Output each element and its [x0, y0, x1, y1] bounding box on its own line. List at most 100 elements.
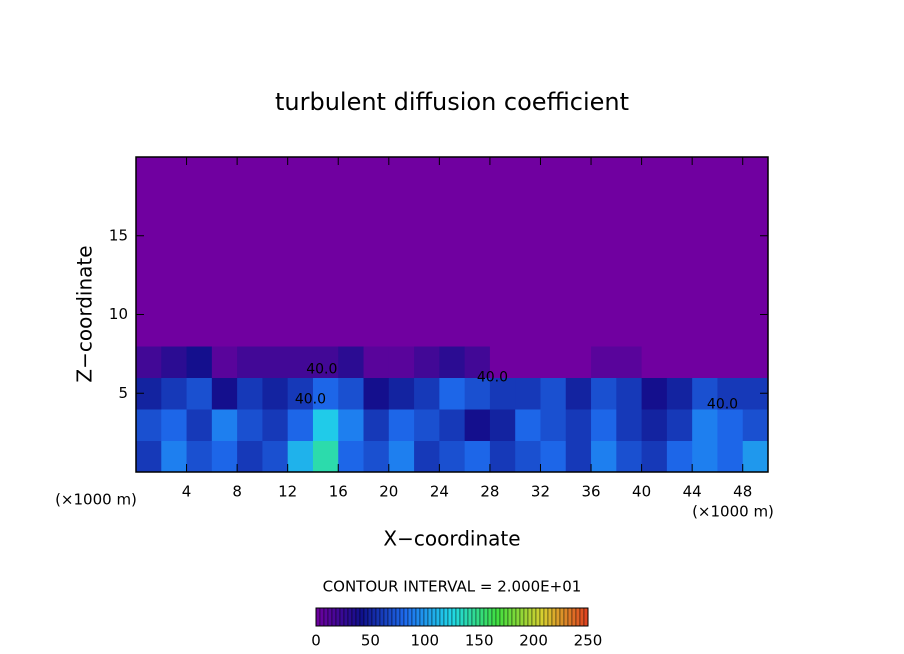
field-cell: [489, 440, 516, 473]
colorbar-frame: [315, 607, 589, 627]
field-cell: [692, 251, 718, 284]
field-cell: [186, 283, 213, 315]
field-cell: [237, 157, 263, 189]
field-cell: [388, 188, 415, 221]
field-cell: [262, 314, 289, 347]
field-cell: [666, 346, 693, 378]
field-cell: [439, 251, 466, 284]
x-tick-label: 40: [632, 483, 651, 501]
field-cell: [515, 188, 541, 221]
field-cell: [540, 157, 567, 189]
field-cell: [641, 314, 668, 347]
field-cell: [136, 188, 162, 221]
colorbar-swatch: [395, 607, 401, 627]
field-cell: [692, 157, 718, 189]
colorbar-tick-label: 250: [574, 632, 603, 650]
colorbar-swatch: [535, 607, 541, 627]
field-cell: [742, 346, 769, 378]
colorbar-swatch: [323, 607, 329, 627]
field-cell: [136, 157, 162, 189]
field-cell: [666, 251, 693, 284]
field-cell: [186, 377, 213, 410]
field-cell: [489, 251, 516, 284]
field-cell: [312, 440, 339, 473]
field-cell: [414, 346, 440, 378]
field-cell: [717, 283, 744, 315]
field-cell: [287, 440, 314, 473]
field-cell: [692, 314, 718, 347]
x-unit-label: (×1000 m): [692, 503, 774, 521]
colorbar-swatch: [547, 607, 553, 627]
colorbar-swatch: [415, 607, 421, 627]
field-cell: [489, 157, 516, 189]
field-cell: [414, 440, 440, 473]
field-cell: [616, 314, 643, 347]
colorbar-swatch: [567, 607, 573, 627]
y-tick-label: 10: [109, 305, 128, 323]
colorbar-swatch: [347, 607, 353, 627]
x-tick-label: 32: [531, 483, 550, 501]
field-cell: [464, 220, 491, 252]
field-cell: [312, 251, 339, 284]
field-cell: [186, 157, 213, 189]
field-cell: [186, 188, 213, 221]
y-tick-label: 15: [109, 226, 128, 244]
field-cell: [363, 377, 390, 410]
field-cell: [540, 440, 567, 473]
field-cell: [186, 220, 213, 252]
field-cell: [262, 157, 289, 189]
field-cell: [616, 283, 643, 315]
field-cell: [388, 346, 415, 378]
field-cell: [641, 188, 668, 221]
contour-interval: CONTOUR INTERVAL = 2.000E+01: [323, 578, 582, 596]
x-tick-label: 28: [480, 483, 499, 501]
field-cell: [540, 346, 567, 378]
field-cell: [641, 251, 668, 284]
field-cell: [666, 283, 693, 315]
field-cell: [388, 251, 415, 284]
field-cell: [338, 440, 365, 473]
field-cell: [591, 377, 617, 410]
field-cell: [439, 409, 466, 441]
colorbar-swatch: [539, 607, 545, 627]
field-cell: [591, 220, 617, 252]
x-unit-label: (×1000 m): [55, 491, 137, 509]
field-cell: [666, 440, 693, 473]
field-cell: [287, 409, 314, 441]
field-cell: [414, 157, 440, 189]
field-cell: [312, 409, 339, 441]
field-cell: [414, 251, 440, 284]
field-cell: [717, 157, 744, 189]
field-cell: [641, 220, 668, 252]
field-cell: [186, 346, 213, 378]
field-cell: [616, 377, 643, 410]
field-cell: [616, 440, 643, 473]
field-cell: [262, 440, 289, 473]
field-cell: [540, 220, 567, 252]
field-cell: [237, 283, 263, 315]
field-cell: [338, 251, 365, 284]
field-cell: [136, 251, 162, 284]
field-cell: [666, 409, 693, 441]
field-cell: [565, 440, 592, 473]
colorbar-swatch: [379, 607, 385, 627]
colorbar-swatch: [579, 607, 585, 627]
field-cell: [464, 377, 491, 410]
field-cell: [717, 314, 744, 347]
colorbar-swatch: [403, 607, 409, 627]
x-tick-label: 36: [581, 483, 600, 501]
field-cell: [591, 314, 617, 347]
field-cell: [692, 440, 718, 473]
colorbar-swatch: [543, 607, 549, 627]
field-cell: [388, 314, 415, 347]
field-cell: [616, 220, 643, 252]
field-cell: [338, 220, 365, 252]
colorbar-swatch: [459, 607, 465, 627]
field-cell: [312, 346, 339, 378]
field-cell: [464, 314, 491, 347]
field-cell: [717, 377, 744, 410]
field-cell: [565, 220, 592, 252]
field-cell: [464, 346, 491, 378]
field-cell: [692, 220, 718, 252]
field-cell: [287, 251, 314, 284]
